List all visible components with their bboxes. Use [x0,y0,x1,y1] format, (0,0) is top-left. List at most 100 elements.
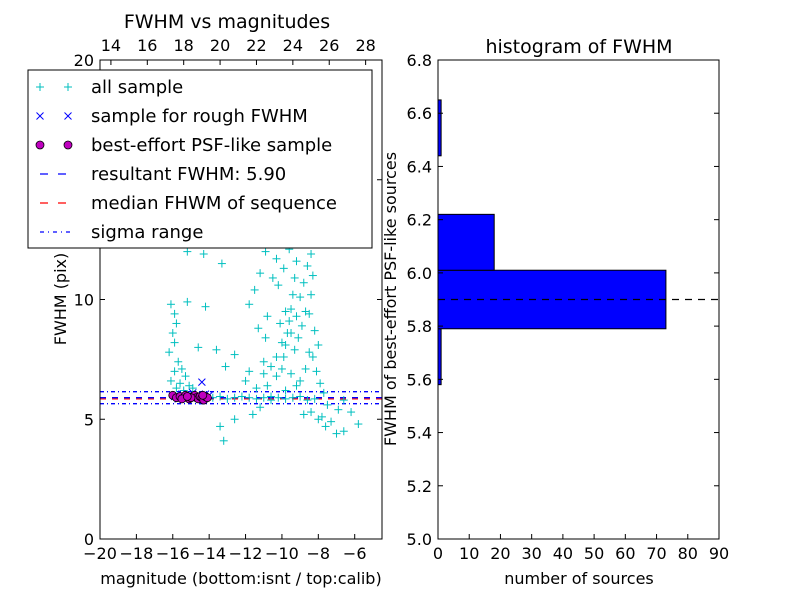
all-sample-point [170,367,179,376]
all-sample-point [279,352,288,361]
all-sample-point [303,396,312,405]
right-x-tick-label: 90 [709,544,729,563]
right-x-tick-label: 10 [459,544,479,563]
all-sample-point [245,300,254,309]
all-sample-point [305,348,314,357]
all-sample-point [259,393,268,402]
left-x-tick-label: −8 [307,544,331,563]
right-plot-frame [437,59,720,540]
right-y-tick-label: 5.8 [407,317,432,336]
left-x-axis-ticks: −20 −18 −16 −14 −12 −10 −8 −6 [83,534,367,563]
all-sample-point [288,290,297,299]
all-sample-point [259,369,268,378]
right-y-tick-label: 5.4 [407,424,432,443]
all-sample-point [299,410,308,419]
histogram-bars [437,99,667,386]
all-sample-point [321,422,330,431]
left-y-tick-label: 10 [74,291,94,310]
right-x-tick-label: 80 [678,544,698,563]
right-x-axis-label: number of sources [504,569,654,588]
all-sample-point [199,249,208,258]
all-sample-point [194,343,203,352]
all-sample-point [201,302,210,311]
all-sample-point [296,392,305,401]
all-sample-point [183,247,192,256]
right-x-tick-label: 20 [490,544,510,563]
all-sample-point [276,319,285,328]
all-sample-point [176,379,185,388]
all-sample-point [287,329,296,338]
legend-x-marker [64,112,72,120]
all-sample-point [230,350,239,359]
legend-label-median-fwhm: median FHWM of sequence [91,193,337,214]
all-sample-point [314,341,323,350]
left-top-tick-label: 22 [246,36,266,55]
all-sample-point [272,352,281,361]
all-sample-point [170,309,179,318]
left-x-tick-label: −12 [229,544,263,563]
all-sample-point [296,293,305,302]
left-y-tick-label: 5 [84,410,94,429]
all-sample-point [279,264,288,273]
right-x-tick-label: 50 [584,544,604,563]
all-sample-point [245,393,254,402]
legend-x-marker [36,112,44,120]
all-sample-point [172,384,181,393]
all-sample-point [237,392,246,401]
all-sample-point [319,388,328,397]
all-sample-point [217,259,226,268]
all-sample-point [64,83,72,91]
all-sample-point [216,422,225,431]
all-sample-point [263,312,272,321]
all-sample-point [267,362,276,371]
all-sample-point [212,345,221,354]
psf-sample-series [168,390,212,405]
all-sample-point [223,394,232,403]
all-sample-point [277,364,286,373]
all-sample-point [354,420,363,429]
left-top-tick-label: 18 [174,36,194,55]
right-chart-title: histogram of FWHM [485,36,672,58]
left-top-tick-label: 24 [283,36,303,55]
legend-box [27,69,373,249]
left-x-tick-label: −16 [156,544,190,563]
all-sample-point [188,384,197,393]
left-chart-title: FWHM vs magnitudes [124,11,330,33]
all-sample-point [263,381,272,390]
right-y-axis-label: FWHM of best-effort PSF-like sources [381,152,400,446]
all-sample-point [307,249,316,258]
legend-circle-marker [63,140,73,150]
all-sample-point [296,376,305,385]
fwhm-vs-magnitude-chart: −20−18−16−14−12−10−8−6 05101520 14161820… [27,11,383,588]
all-sample-point [177,364,186,373]
all-sample-point [221,362,230,371]
all-sample-point [347,408,356,417]
histogram-bar [437,269,667,330]
all-sample-point [256,269,265,278]
all-sample-point [272,372,281,381]
all-sample-point [292,257,301,266]
left-top-tick-label: 14 [101,36,121,55]
right-y-tick-label: 6.4 [407,157,432,176]
all-sample-point [183,297,192,306]
legend-label-resultant-fwhm: resultant FWHM: 5.90 [91,164,286,185]
all-sample-point [312,367,321,376]
legend-label-rough-sample: sample for rough FWHM [91,106,308,127]
legend-circle-marker [35,140,45,150]
all-sample-point [259,357,268,366]
right-y-tick-label: 6.2 [407,211,432,230]
all-sample-point [339,427,348,436]
all-sample-point [281,386,290,395]
all-sample-point [310,394,319,403]
all-sample-point [301,307,310,316]
all-sample-point [272,254,281,263]
all-sample-point [310,326,319,335]
right-x-tick-label: 40 [553,544,573,563]
all-sample-point [327,417,336,426]
psf-sample-point [198,390,208,400]
all-sample-point [181,372,190,381]
all-sample-point [299,278,308,287]
left-x-axis-label: magnitude (bottom:isnt / top:calib) [100,569,381,588]
all-sample-point [308,352,317,361]
rough-sample-point [198,378,206,386]
